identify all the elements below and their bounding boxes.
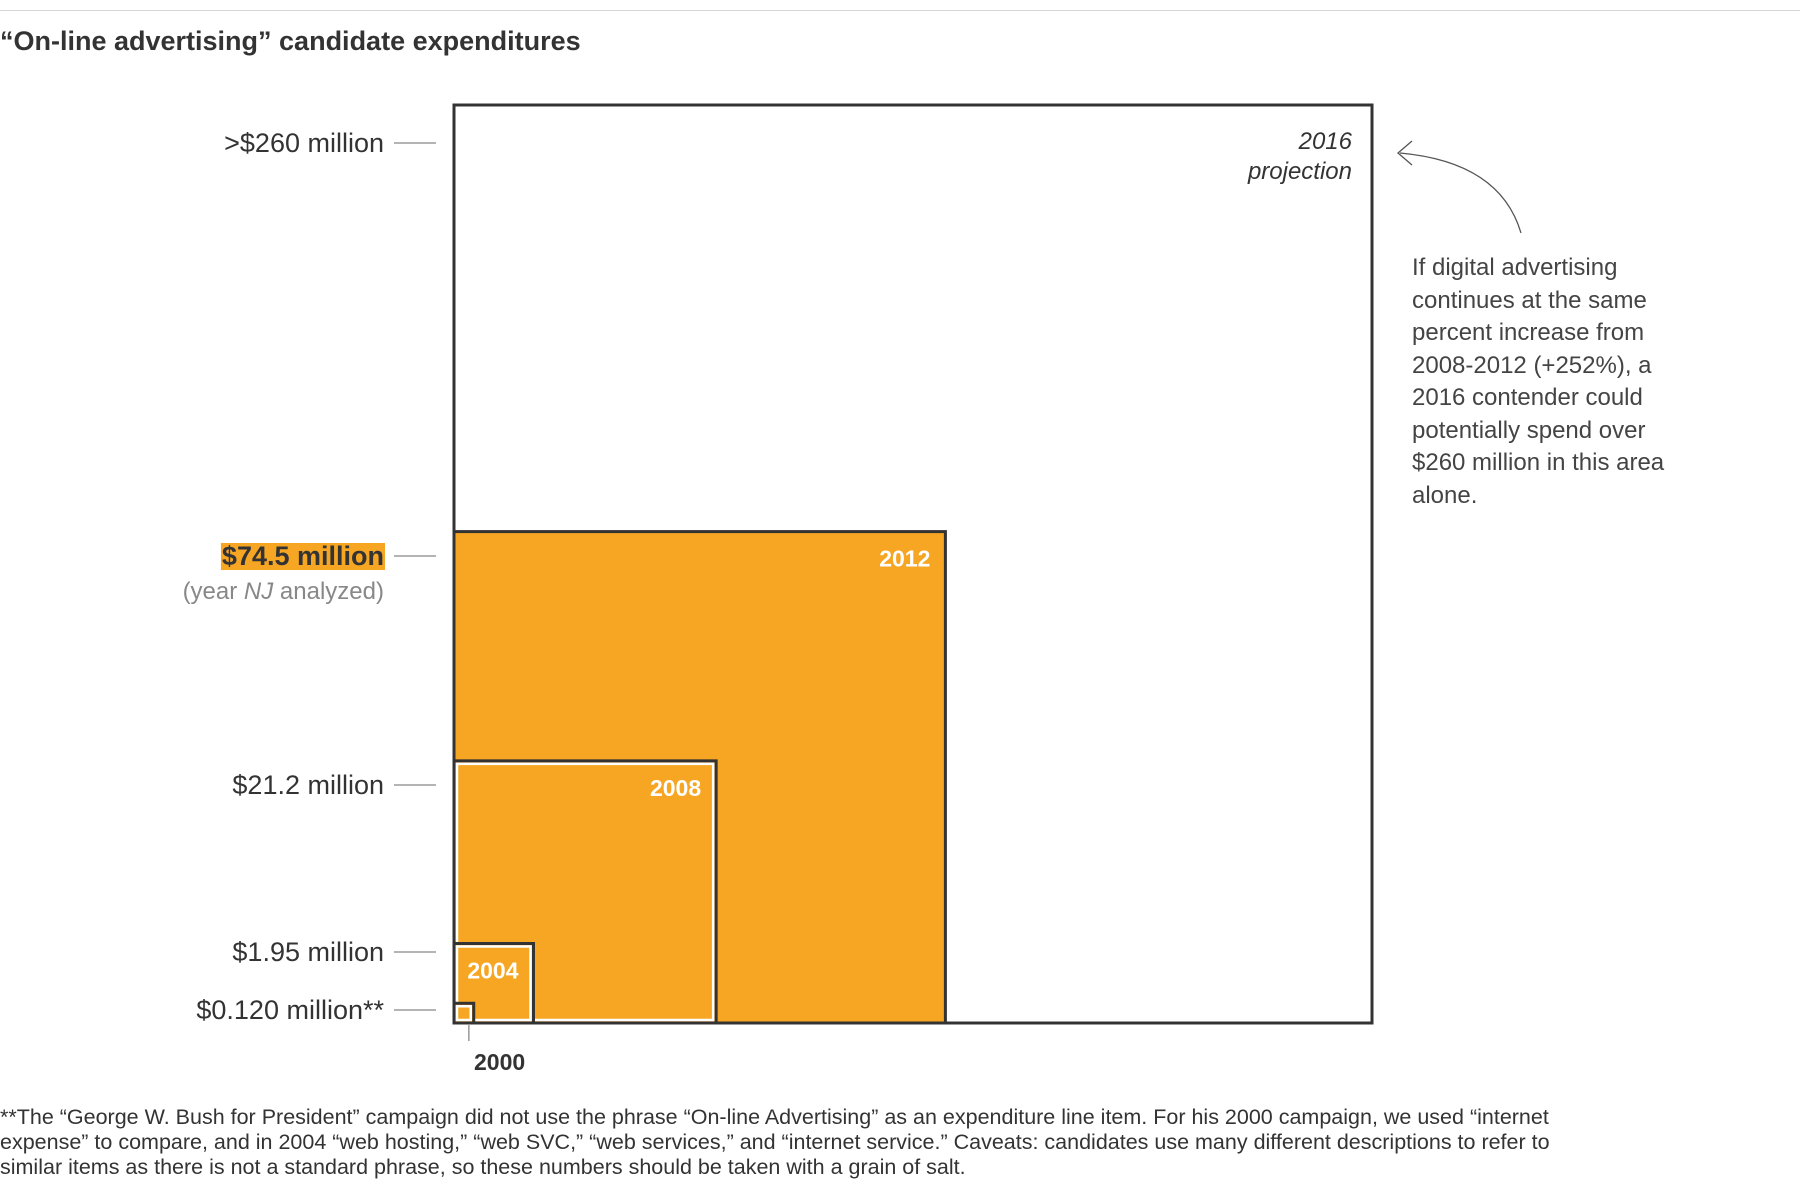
value-sublabel-2012: (year NJ analyzed) [183,578,384,605]
value-labels: $0.120 million** $1.95 million $21.2 milli… [183,128,436,1025]
arrow-head-icon [1397,140,1413,166]
data-boxes: 2016 projection 2012 2008 2004 2000 [452,103,1374,1075]
footnote: **The “George W. Bush for President” cam… [0,1105,1550,1179]
chart-title: “On-line advertising” candidate expendit… [0,26,581,56]
box-label-2016-0: 2016 [1298,128,1353,155]
box-label-2012: 2012 [879,546,930,572]
value-label-2016: >$260 million [224,128,384,158]
top-divider [0,10,1800,11]
box-inner-outline-2004 [455,945,532,1022]
value-label-highlight-2012 [220,543,385,570]
value-label-2008: $21.2 million [232,770,384,800]
box-inner-outline-2000 [455,1005,472,1022]
box-label-2016-1: projection [1247,158,1352,185]
box-label-2004: 2004 [467,957,518,983]
projection-annotation: If digital advertising continues at the … [1412,254,1665,509]
value-label-2012: $74.5 million [222,541,384,571]
box-2004 [452,941,536,1025]
curved-arrow-icon [1399,152,1522,234]
box-label-2000: 2000 [474,1049,525,1075]
box-inner-outline-2008 [455,762,715,1022]
value-label-2004: $1.95 million [232,937,384,967]
value-label-2000: $0.120 million** [196,995,384,1025]
box-label-2008: 2008 [650,775,701,801]
box-2000 [452,1001,476,1025]
